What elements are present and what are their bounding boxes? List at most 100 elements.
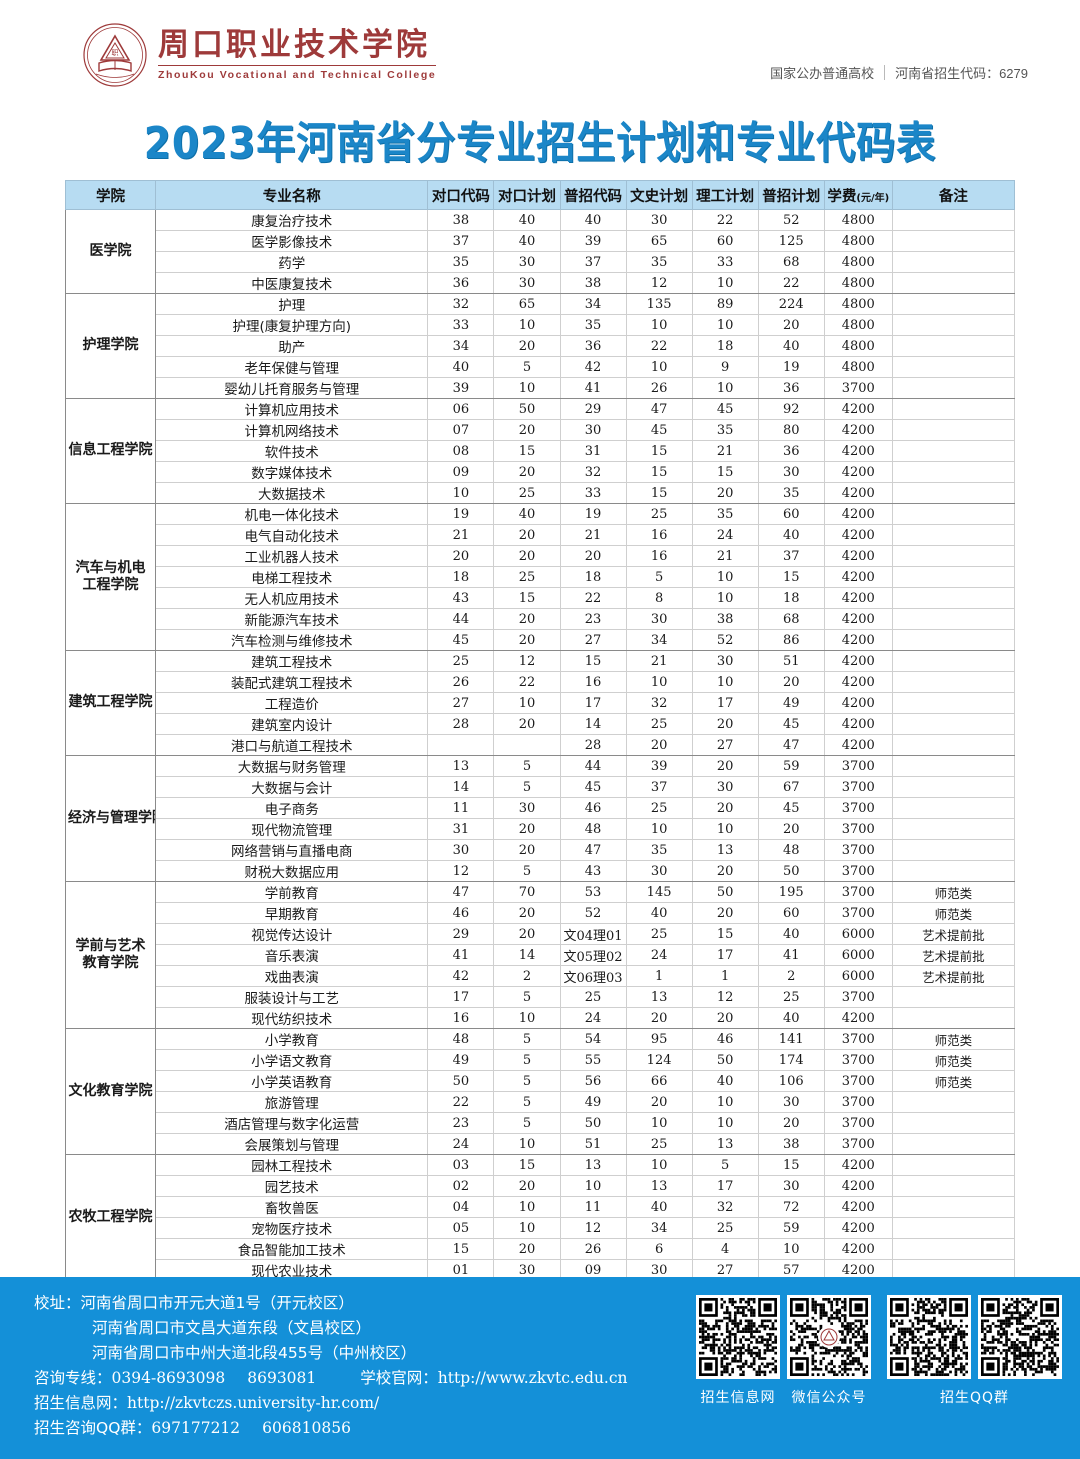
- qr-item-admission-site[interactable]: 招生信息网: [696, 1295, 780, 1407]
- remark-cell: [891, 251, 1016, 273]
- cell-pz-code: 28: [559, 734, 627, 756]
- table-row: 畜牧兽医 04 10 11 40 32 72 4200: [66, 1196, 1016, 1218]
- major-name-cell: 电气自动化技术: [155, 524, 429, 546]
- cell-pz-code: 25: [559, 986, 627, 1008]
- cell-ws-plan: 1: [625, 965, 693, 987]
- major-name-cell: 视觉传达设计: [155, 923, 429, 945]
- address-label: 校址：: [34, 1294, 81, 1312]
- cell-pz-code: 56: [559, 1070, 627, 1092]
- cell-pz-plan: 10: [757, 1238, 825, 1260]
- table-row: 会展策划与管理 24 10 51 25 13 38 3700: [66, 1133, 1016, 1155]
- cell-ws-plan: 6: [625, 1238, 693, 1260]
- cell-ws-plan: 145: [625, 881, 693, 903]
- major-name-cell: 旅游管理: [155, 1091, 429, 1113]
- table-row: 汽车与机电 工程学院 机电一体化技术 19 40 19 25 35 60 4200: [64, 503, 1016, 651]
- cell-pz-plan: 15: [757, 1154, 825, 1176]
- cell-pz-plan: 68: [757, 251, 825, 273]
- cell-dk-code: 50: [427, 1070, 495, 1092]
- table-row: 小学语文教育 49 5 55 124 50 174 3700 师范类: [66, 1049, 1016, 1071]
- school-name-block: 周口职业技术学院 ZhouKou Vocational and Technica…: [158, 29, 437, 81]
- table-row: 港口与航道工程技术 28 20 27 47 4200: [66, 734, 1016, 756]
- remark-cell: [891, 209, 1016, 231]
- cell-ws-plan: 45: [625, 419, 693, 441]
- cell-pz-plan: 45: [757, 713, 825, 735]
- remark-cell: [891, 1154, 1016, 1176]
- plan-table-wrapper: 学院 专业名称 对口代码 对口计划 普招代码 文史计划 理工计划 普招计划 学费…: [64, 180, 1016, 1323]
- cell-dk-code: 12: [427, 860, 495, 882]
- major-name-cell: 工程造价: [155, 692, 429, 714]
- cell-pz-code: 47: [559, 839, 627, 861]
- qr-item-wechat[interactable]: 微信公众号: [787, 1295, 871, 1407]
- cell-fee: 3700: [823, 776, 893, 798]
- cell-ws-plan: 26: [625, 377, 693, 399]
- cell-pz-code: 37: [559, 251, 627, 273]
- cell-fee: 3700: [823, 818, 893, 840]
- cell-fee: 4200: [823, 1154, 893, 1176]
- cell-dk-code: 08: [427, 440, 495, 462]
- cell-pz-plan: 40: [757, 923, 825, 945]
- cell-dk-plan: 5: [493, 776, 561, 798]
- cell-fee: 4200: [823, 440, 893, 462]
- cell-pz-code: 27: [559, 629, 627, 651]
- admission-site-url[interactable]: http://zkvtczs.university-hr.com/: [127, 1394, 380, 1412]
- cell-dk-plan: 2: [493, 965, 561, 987]
- cell-pz-code: 50: [559, 1112, 627, 1134]
- cell-pz-code: 21: [559, 524, 627, 546]
- major-name-cell: 数字媒体技术: [155, 461, 429, 483]
- table-row: 助产 34 20 36 22 18 40 4800: [66, 335, 1016, 357]
- cell-pz-code: 26: [559, 1238, 627, 1260]
- website-label: 学校官网：: [360, 1369, 438, 1387]
- major-name-cell: 药学: [155, 251, 429, 273]
- cell-ws-plan: 34: [625, 629, 693, 651]
- cell-pz-code: 23: [559, 608, 627, 630]
- cell-pz-code: 33: [559, 482, 627, 504]
- cell-pz-code: 38: [559, 272, 627, 294]
- cell-fee: 4200: [823, 1196, 893, 1218]
- table-row: 电气自动化技术 21 20 21 16 24 40 4200: [66, 524, 1016, 546]
- cell-ws-plan: 66: [625, 1070, 693, 1092]
- cell-ws-plan: 20: [625, 734, 693, 756]
- major-name-cell: 助产: [155, 335, 429, 357]
- cell-lg-plan: 12: [691, 986, 759, 1008]
- remark-cell: [891, 545, 1016, 567]
- remark-cell: [891, 1091, 1016, 1113]
- qr-code-area: 招生信息网 微信公众号 招生QQ群: [696, 1295, 1062, 1407]
- badge-public-college: 国家公办普通高校: [770, 66, 875, 81]
- cell-pz-code: 14: [559, 713, 627, 735]
- cell-pz-plan: 59: [757, 755, 825, 777]
- cell-dk-code: 44: [427, 608, 495, 630]
- remark-cell: [891, 1196, 1016, 1218]
- hotline-number-1: 0394-8693098: [111, 1369, 226, 1387]
- cell-dk-code: 39: [427, 377, 495, 399]
- website-url[interactable]: http://www.zkvtc.edu.cn: [437, 1369, 628, 1387]
- remark-cell: [891, 356, 1016, 378]
- cell-lg-plan: 89: [691, 293, 759, 315]
- table-row: 音乐表演 41 14 文05理02 24 17 41 6000 艺术提前批: [66, 944, 1016, 966]
- cell-lg-plan: 22: [691, 209, 759, 231]
- table-row: 老年保健与管理 40 5 42 10 9 19 4800: [66, 356, 1016, 378]
- cell-pz-code: 31: [559, 440, 627, 462]
- cell-ws-plan: 10: [625, 818, 693, 840]
- cell-fee: 4800: [823, 314, 893, 336]
- cell-fee: 3700: [823, 881, 893, 903]
- cell-fee: 4800: [823, 209, 893, 231]
- cell-pz-plan: 86: [757, 629, 825, 651]
- cell-pz-plan: 20: [757, 314, 825, 336]
- cell-dk-code: 37: [427, 230, 495, 252]
- cell-lg-plan: 17: [691, 692, 759, 714]
- cell-fee: 4200: [823, 503, 893, 525]
- qq-label: 招生咨询QQ群：: [34, 1419, 152, 1437]
- cell-pz-code: 11: [559, 1196, 627, 1218]
- cell-pz-plan: 20: [757, 671, 825, 693]
- cell-lg-plan: 27: [691, 734, 759, 756]
- cell-dk-plan: [493, 734, 561, 756]
- qr-item-qq-group[interactable]: 招生QQ群: [887, 1295, 1062, 1407]
- cell-dk-plan: 10: [493, 314, 561, 336]
- remark-cell: [891, 629, 1016, 651]
- cell-pz-plan: 48: [757, 839, 825, 861]
- cell-pz-code: 42: [559, 356, 627, 378]
- admission-site-label: 招生信息网：: [34, 1394, 128, 1412]
- cell-dk-plan: 5: [493, 1112, 561, 1134]
- cell-dk-plan: 14: [493, 944, 561, 966]
- col-header-dk-plan: 对口计划: [493, 180, 561, 210]
